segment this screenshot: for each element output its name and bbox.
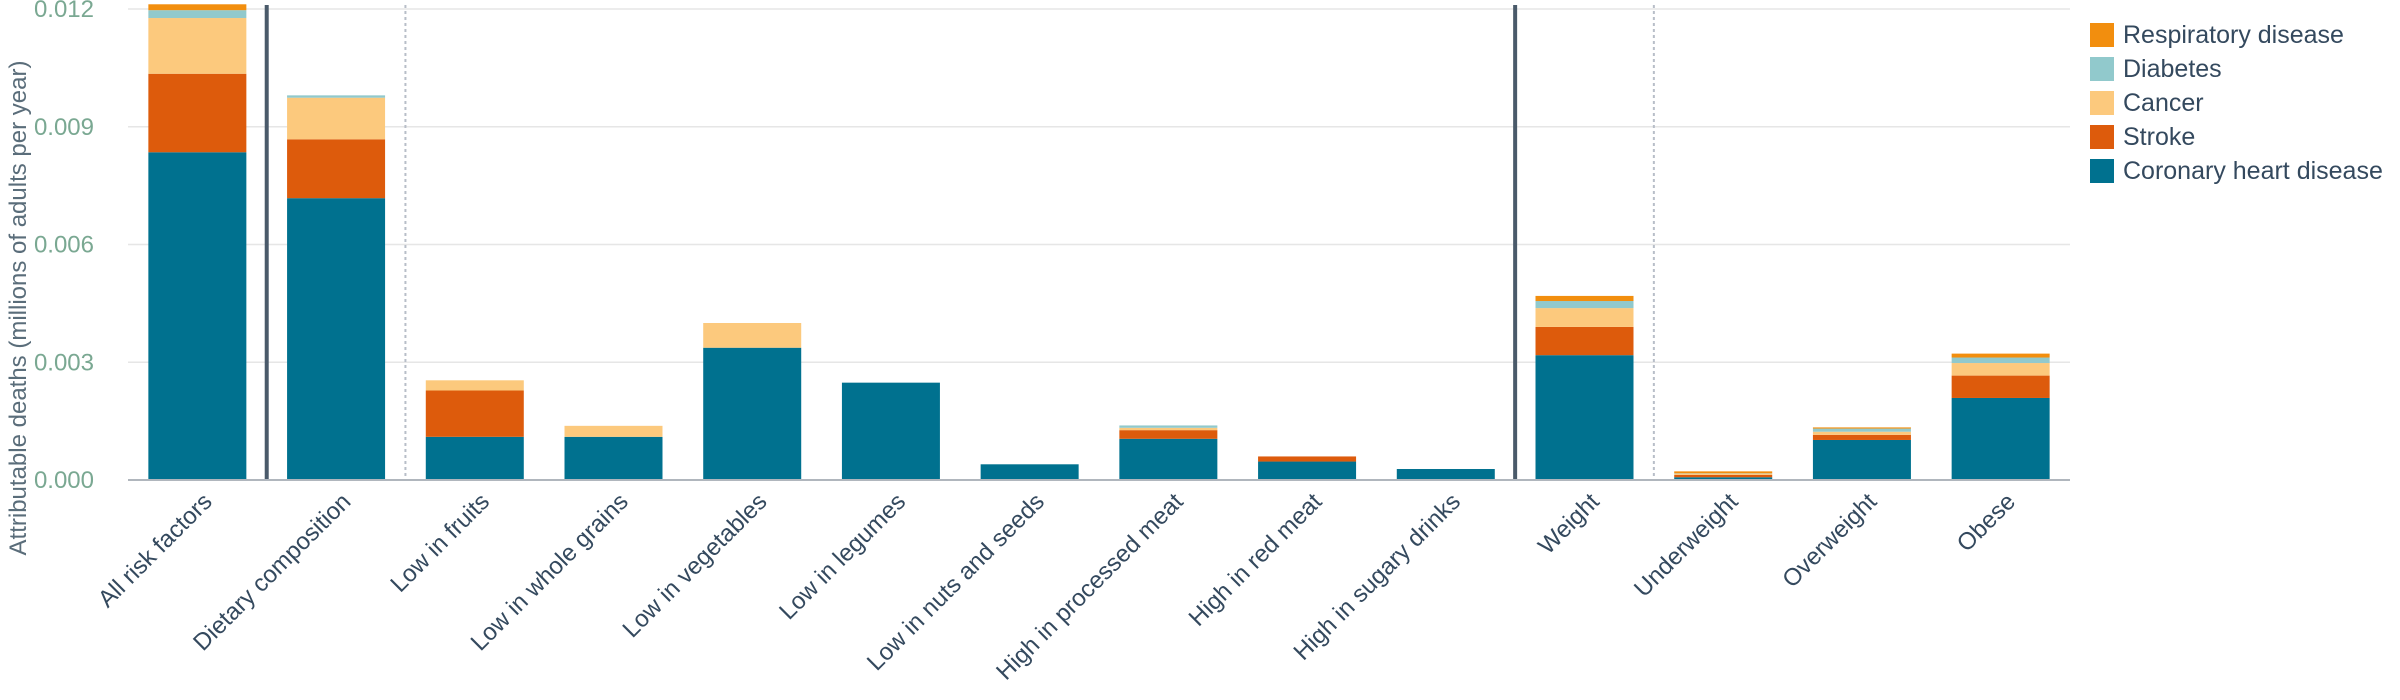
legend-item[interactable]: Cancer bbox=[2090, 86, 2383, 120]
x-tick-label: Low in whole grains bbox=[466, 488, 634, 656]
bar-segment bbox=[841, 382, 940, 480]
bar-segment bbox=[148, 10, 247, 19]
legend-item[interactable]: Respiratory disease bbox=[2090, 18, 2383, 52]
bar-segment bbox=[1535, 301, 1634, 309]
legend-label: Respiratory disease bbox=[2123, 20, 2344, 49]
legend-swatch bbox=[2090, 159, 2114, 183]
bar-segment bbox=[1812, 431, 1911, 435]
bar-marks bbox=[148, 4, 2050, 480]
bar-segment bbox=[425, 436, 524, 480]
bar-segment bbox=[1535, 326, 1634, 356]
bar-segment bbox=[1812, 428, 1911, 432]
bar-segment bbox=[287, 198, 386, 480]
y-tick-label: 0.000 bbox=[34, 467, 94, 494]
bar-segment bbox=[287, 97, 386, 140]
grid-lines bbox=[128, 8, 2070, 363]
bar-segment bbox=[1951, 357, 2050, 364]
bar-segment bbox=[1812, 427, 1911, 429]
bar-segment bbox=[1396, 469, 1495, 480]
bar-segment bbox=[1951, 375, 2050, 398]
bar-segment bbox=[564, 425, 663, 437]
y-tick-label: 0.012 bbox=[34, 0, 94, 23]
x-tick-label: Underweight bbox=[1629, 488, 1744, 603]
bar-segment bbox=[1674, 471, 1773, 474]
x-tick-label: Low in legumes bbox=[774, 488, 911, 625]
group-separators bbox=[264, 5, 1655, 480]
bar-segment bbox=[1674, 474, 1773, 478]
y-tick-label: 0.003 bbox=[34, 349, 94, 376]
bar-segment bbox=[703, 323, 802, 348]
legend-label: Cancer bbox=[2123, 88, 2204, 117]
x-tick-label: Low in fruits bbox=[385, 488, 495, 598]
x-tick-label: Obese bbox=[1952, 488, 2021, 557]
bar-segment bbox=[1119, 430, 1218, 439]
bar-segment bbox=[148, 73, 247, 153]
bar-segment bbox=[1119, 427, 1218, 431]
legend-item[interactable]: Diabetes bbox=[2090, 52, 2383, 86]
bar-segment bbox=[1812, 434, 1911, 440]
bar-segment bbox=[1119, 438, 1218, 480]
x-tick-label: Weight bbox=[1533, 488, 1605, 560]
bar-segment bbox=[1535, 295, 1634, 302]
bar-segment bbox=[1951, 353, 2050, 358]
bar-segment bbox=[1812, 439, 1911, 480]
bar-segment bbox=[1258, 461, 1357, 480]
bar-segment bbox=[1951, 363, 2050, 376]
x-tick-label: Low in vegetables bbox=[618, 488, 773, 643]
legend-item[interactable]: Stroke bbox=[2090, 120, 2383, 154]
bar-segment bbox=[1535, 355, 1634, 480]
legend: Respiratory disease Diabetes Cancer Stroke C… bbox=[2090, 18, 2383, 188]
y-tick-label: 0.006 bbox=[34, 232, 94, 259]
x-tick-label: High in red meat bbox=[1184, 488, 1328, 632]
x-tick-label: All risk factors bbox=[93, 488, 218, 613]
bar-segment bbox=[564, 436, 663, 480]
bar-segment bbox=[425, 390, 524, 437]
bar-segment bbox=[287, 139, 386, 199]
bar-segment bbox=[1535, 308, 1634, 327]
legend-swatch bbox=[2090, 57, 2114, 81]
bar-segment bbox=[980, 464, 1079, 480]
bar-segment bbox=[287, 95, 386, 98]
bar-segment bbox=[703, 347, 802, 480]
bar-segment bbox=[148, 4, 247, 11]
bar-segment bbox=[1258, 456, 1357, 462]
bar-segment bbox=[1674, 473, 1773, 475]
bar-segment bbox=[1674, 477, 1773, 480]
bar-segment bbox=[1951, 397, 2050, 480]
legend-swatch bbox=[2090, 23, 2114, 47]
legend-label: Coronary heart disease bbox=[2123, 156, 2383, 185]
y-tick-label: 0.009 bbox=[34, 114, 94, 141]
bar-segment bbox=[1119, 425, 1218, 428]
legend-swatch bbox=[2090, 91, 2114, 115]
legend-swatch bbox=[2090, 125, 2114, 149]
bar-segment bbox=[148, 152, 247, 480]
y-tick-labels: 0.000 0.003 0.006 0.009 0.012 bbox=[34, 0, 94, 494]
x-tick-label: Dietary composition bbox=[188, 488, 356, 656]
legend-label: Stroke bbox=[2123, 122, 2196, 151]
bar-segment bbox=[425, 380, 524, 391]
bar-segment bbox=[148, 18, 247, 74]
x-tick-label: Overweight bbox=[1777, 488, 1882, 593]
legend-item[interactable]: Coronary heart disease bbox=[2090, 154, 2383, 188]
legend-label: Diabetes bbox=[2123, 54, 2222, 83]
y-axis-label: Attributable deaths (millions of adults … bbox=[5, 61, 32, 556]
